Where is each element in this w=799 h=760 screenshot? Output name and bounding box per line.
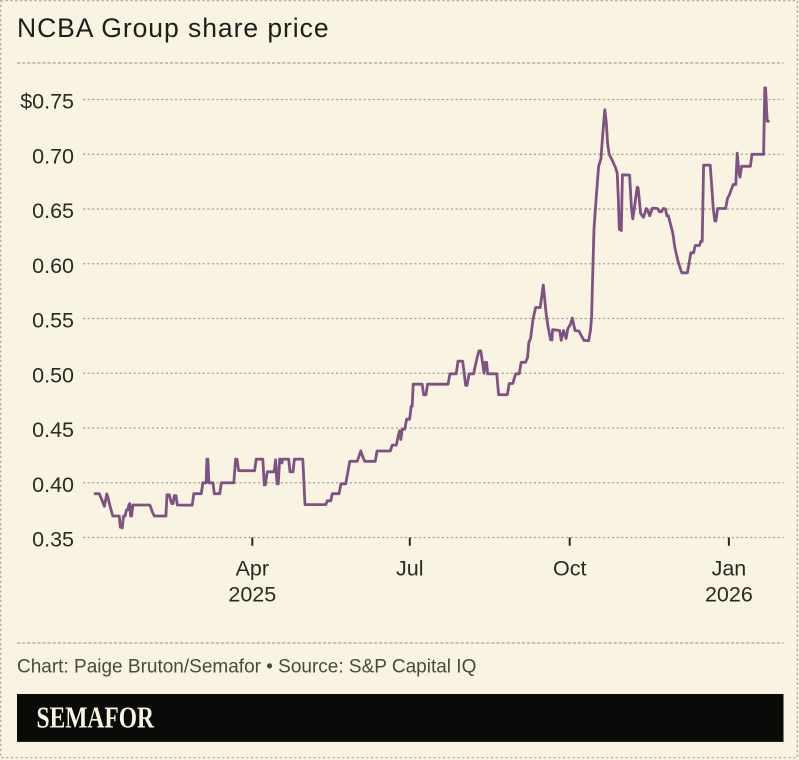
svg-text:$0.75: $0.75 (20, 90, 74, 114)
svg-text:2026: 2026 (705, 582, 753, 606)
svg-text:2025: 2025 (228, 582, 276, 606)
svg-text:0.40: 0.40 (32, 473, 74, 497)
svg-text:0.65: 0.65 (32, 199, 74, 223)
svg-text:Jul: Jul (396, 556, 423, 580)
svg-text:Chart: Paige Bruton/Semafor •: Chart: Paige Bruton/Semafor • Source: S&… (17, 657, 476, 678)
svg-text:0.70: 0.70 (32, 145, 74, 169)
svg-text:0.55: 0.55 (32, 309, 74, 333)
svg-text:0.45: 0.45 (32, 418, 74, 442)
svg-text:0.50: 0.50 (32, 363, 74, 387)
svg-text:SEMAFOR: SEMAFOR (37, 700, 155, 735)
svg-text:NCBA Group share price: NCBA Group share price (17, 13, 330, 43)
svg-text:Oct: Oct (553, 556, 586, 580)
svg-text:0.60: 0.60 (32, 254, 74, 278)
svg-text:Apr: Apr (236, 556, 269, 580)
svg-text:Jan: Jan (712, 556, 747, 580)
svg-text:0.35: 0.35 (32, 528, 74, 552)
